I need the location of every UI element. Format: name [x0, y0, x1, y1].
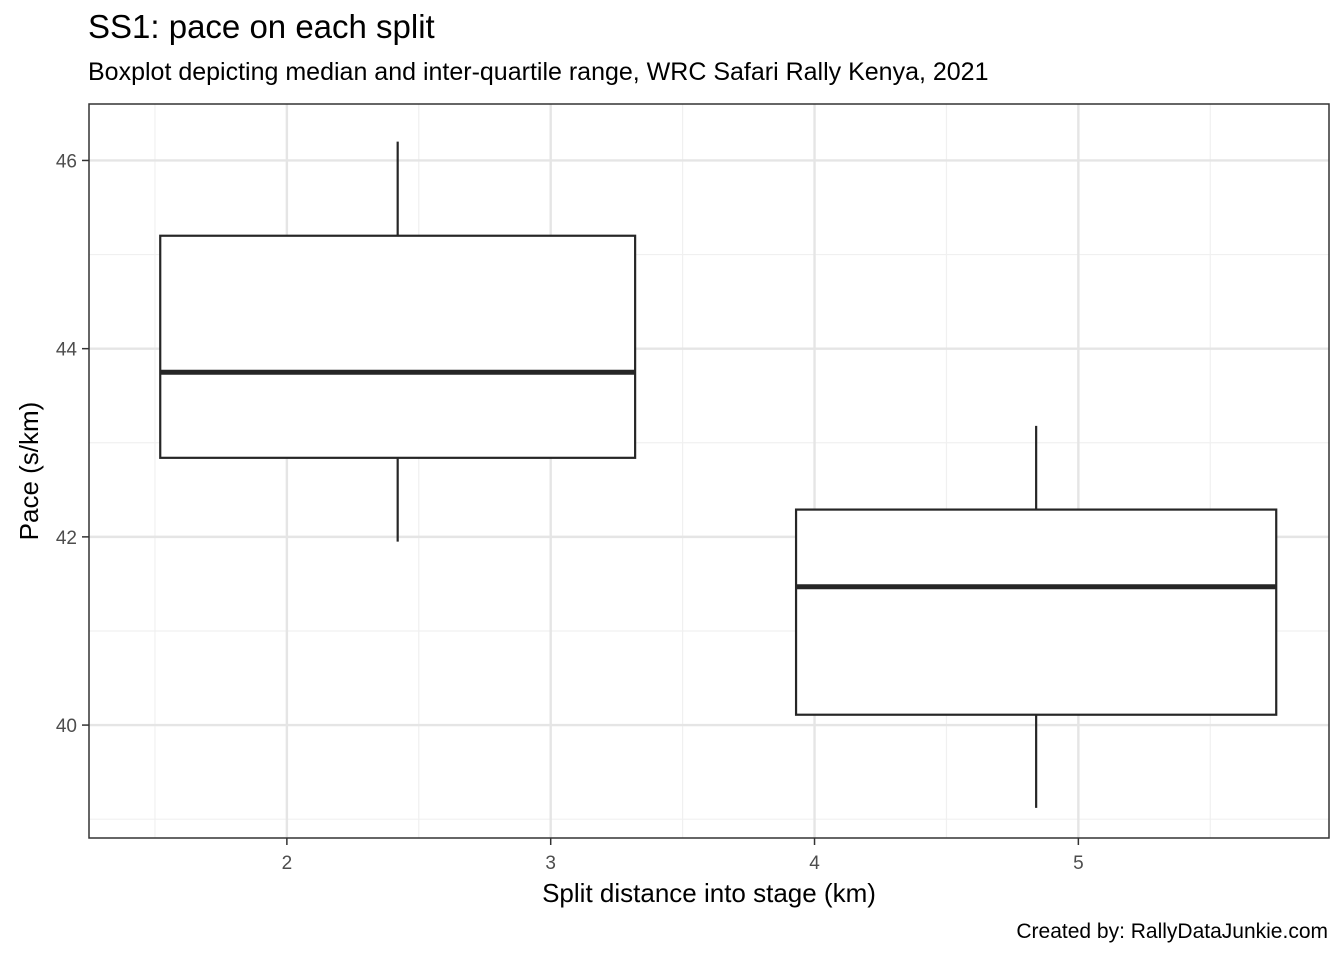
- iqr-box: [794, 508, 1278, 716]
- x-tick-label: 2: [282, 853, 293, 874]
- iqr-box: [159, 234, 637, 459]
- x-axis-title: Split distance into stage (km): [542, 878, 876, 908]
- chart-subtitle: Boxplot depicting median and inter-quart…: [88, 58, 989, 86]
- boxplot-series: [159, 141, 1278, 808]
- x-tick-label: 4: [809, 853, 820, 874]
- x-tick-label: 5: [1073, 853, 1084, 874]
- panel-border: [88, 103, 1330, 839]
- grid-lines: [89, 104, 1329, 838]
- y-axis-title: Pace (s/km): [14, 402, 44, 541]
- axis-ticks: 2 3 4 5 40 42 44 46: [56, 151, 1084, 874]
- y-tick-label: 42: [56, 528, 77, 549]
- x-tick-label: 3: [545, 853, 556, 874]
- y-tick-label: 44: [56, 340, 78, 361]
- y-tick-label: 46: [56, 151, 77, 172]
- chart-caption: Created by: RallyDataJunkie.com: [1016, 920, 1328, 943]
- y-tick-label: 40: [56, 716, 77, 737]
- chart-title: SS1: pace on each split: [88, 8, 435, 45]
